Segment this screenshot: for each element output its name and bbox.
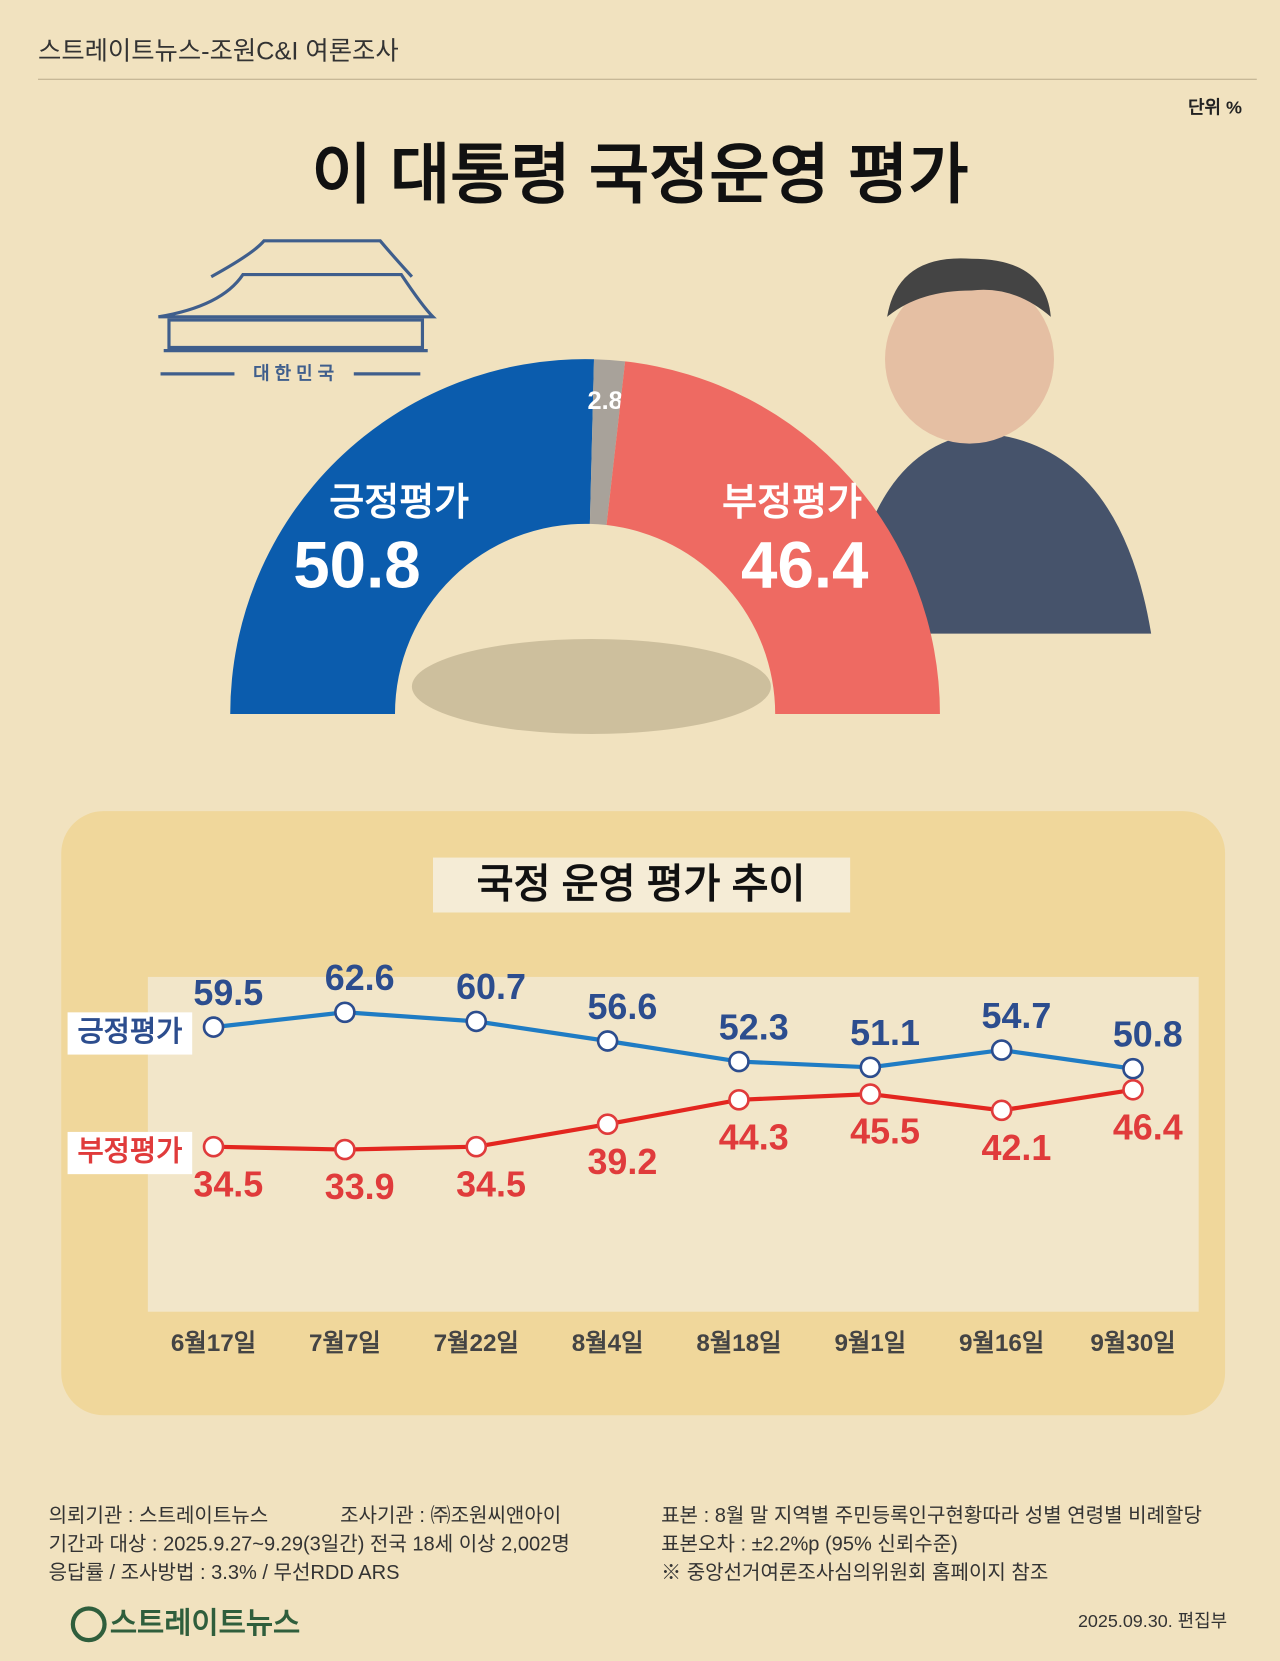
unit: 단위 % bbox=[1188, 98, 1242, 118]
value-label: 54.7 bbox=[982, 996, 1052, 1036]
footer-text: 의뢰기관 : 스트레이트뉴스 bbox=[49, 1504, 269, 1527]
slice-value: 46.4 bbox=[741, 529, 869, 602]
point bbox=[202, 1135, 225, 1158]
value-label: 52.3 bbox=[719, 1007, 789, 1047]
point bbox=[859, 1083, 882, 1105]
footer-text: ※ 중앙선거여론조사심의위원회 홈페이지 참조 bbox=[661, 1561, 1048, 1584]
x-tick-label: 7월22일 bbox=[434, 1330, 519, 1357]
trend-title: 국정 운영 평가 추이 bbox=[477, 862, 806, 907]
value-label: 51.1 bbox=[850, 1013, 920, 1053]
value-label: 42.1 bbox=[982, 1128, 1052, 1168]
x-tick-label: 9월30일 bbox=[1090, 1330, 1175, 1357]
slice-label: 부정평가 bbox=[722, 482, 862, 524]
point bbox=[465, 1010, 488, 1033]
value-label: 50.8 bbox=[1113, 1015, 1183, 1055]
point bbox=[596, 1113, 619, 1136]
footer: 의뢰기관 : 스트레이트뉴스 조사기관 : ㈜조원씨앤아이 기간과 대상 : 2… bbox=[49, 1504, 1202, 1584]
point bbox=[202, 1016, 225, 1038]
footer-text: 표본오차 : ±2.2%p (95% 신뢰수준) bbox=[661, 1532, 958, 1555]
legend-box bbox=[67, 1131, 193, 1175]
emblem bbox=[158, 239, 437, 376]
logo-icon bbox=[70, 1606, 107, 1643]
point bbox=[1122, 1078, 1144, 1101]
value-label: 34.5 bbox=[456, 1164, 526, 1204]
point bbox=[728, 1088, 750, 1111]
x-tick-label: 9월1일 bbox=[834, 1330, 906, 1357]
footer-text: 응답률 / 조사방법 : 3.3% / 무선RDD ARS bbox=[49, 1561, 400, 1584]
value-label: 59.5 bbox=[193, 973, 263, 1013]
trend-title-box bbox=[433, 857, 851, 913]
shadow bbox=[411, 638, 771, 735]
value-label: 45.5 bbox=[850, 1112, 920, 1152]
x-tick-label: 8월4일 bbox=[572, 1330, 644, 1357]
footer-text: 표본 : 8월 말 지역별 주민등록인구현황따라 성별 연령별 비례할당 bbox=[661, 1504, 1202, 1527]
series-line bbox=[213, 1010, 1134, 1071]
emblem-text: 대 한 민 국 bbox=[253, 364, 334, 384]
point bbox=[990, 1039, 1013, 1061]
value-label: 46.4 bbox=[1113, 1107, 1183, 1147]
x-tick-label: 6월17일 bbox=[171, 1330, 256, 1357]
point bbox=[728, 1050, 750, 1073]
series-line bbox=[213, 1087, 1134, 1152]
point bbox=[859, 1056, 882, 1079]
point bbox=[990, 1099, 1013, 1122]
legend-label: 긍정평가 bbox=[77, 1016, 182, 1048]
footer-text: 조사기관 : ㈜조원씨앤아이 bbox=[340, 1504, 561, 1527]
date: 2025.09.30. 편집부 bbox=[1078, 1611, 1227, 1631]
legend-box bbox=[67, 1012, 193, 1055]
slice-value: 2.8 bbox=[588, 387, 623, 415]
value-label: 62.6 bbox=[325, 958, 395, 998]
point bbox=[1122, 1057, 1144, 1080]
logo: 스트레이트뉴스 bbox=[110, 1607, 300, 1640]
footer-text: 기간과 대상 : 2025.9.27~9.29(3일간) 전국 18세 이상 2… bbox=[49, 1532, 570, 1555]
donut-slice bbox=[230, 359, 594, 714]
main-title: 이 대통령 국정운영 평가 bbox=[312, 138, 969, 211]
point bbox=[334, 1001, 356, 1024]
point bbox=[334, 1138, 356, 1161]
photo-placeholder bbox=[844, 258, 1152, 634]
donut-slice bbox=[606, 361, 940, 714]
x-tick-label: 7월7일 bbox=[309, 1330, 381, 1357]
slice-value: 50.8 bbox=[293, 529, 420, 602]
value-label: 33.9 bbox=[325, 1167, 395, 1207]
point bbox=[465, 1135, 488, 1158]
value-label: 56.6 bbox=[587, 987, 657, 1027]
x-tick-label: 8월18일 bbox=[696, 1330, 781, 1357]
legend-label: 부정평가 bbox=[77, 1136, 182, 1168]
plot-area bbox=[147, 976, 1199, 1312]
value-label: 39.2 bbox=[587, 1142, 657, 1182]
value-label: 60.7 bbox=[456, 967, 526, 1007]
header: 스트레이트뉴스-조원C&I 여론조사 bbox=[38, 38, 399, 66]
donut-slice bbox=[589, 359, 626, 526]
value-label: 44.3 bbox=[719, 1117, 789, 1157]
slice-label: 긍정평가 bbox=[329, 482, 469, 524]
value-label: 34.5 bbox=[193, 1164, 263, 1204]
x-tick-label: 9월16일 bbox=[959, 1330, 1044, 1357]
point bbox=[596, 1030, 619, 1052]
